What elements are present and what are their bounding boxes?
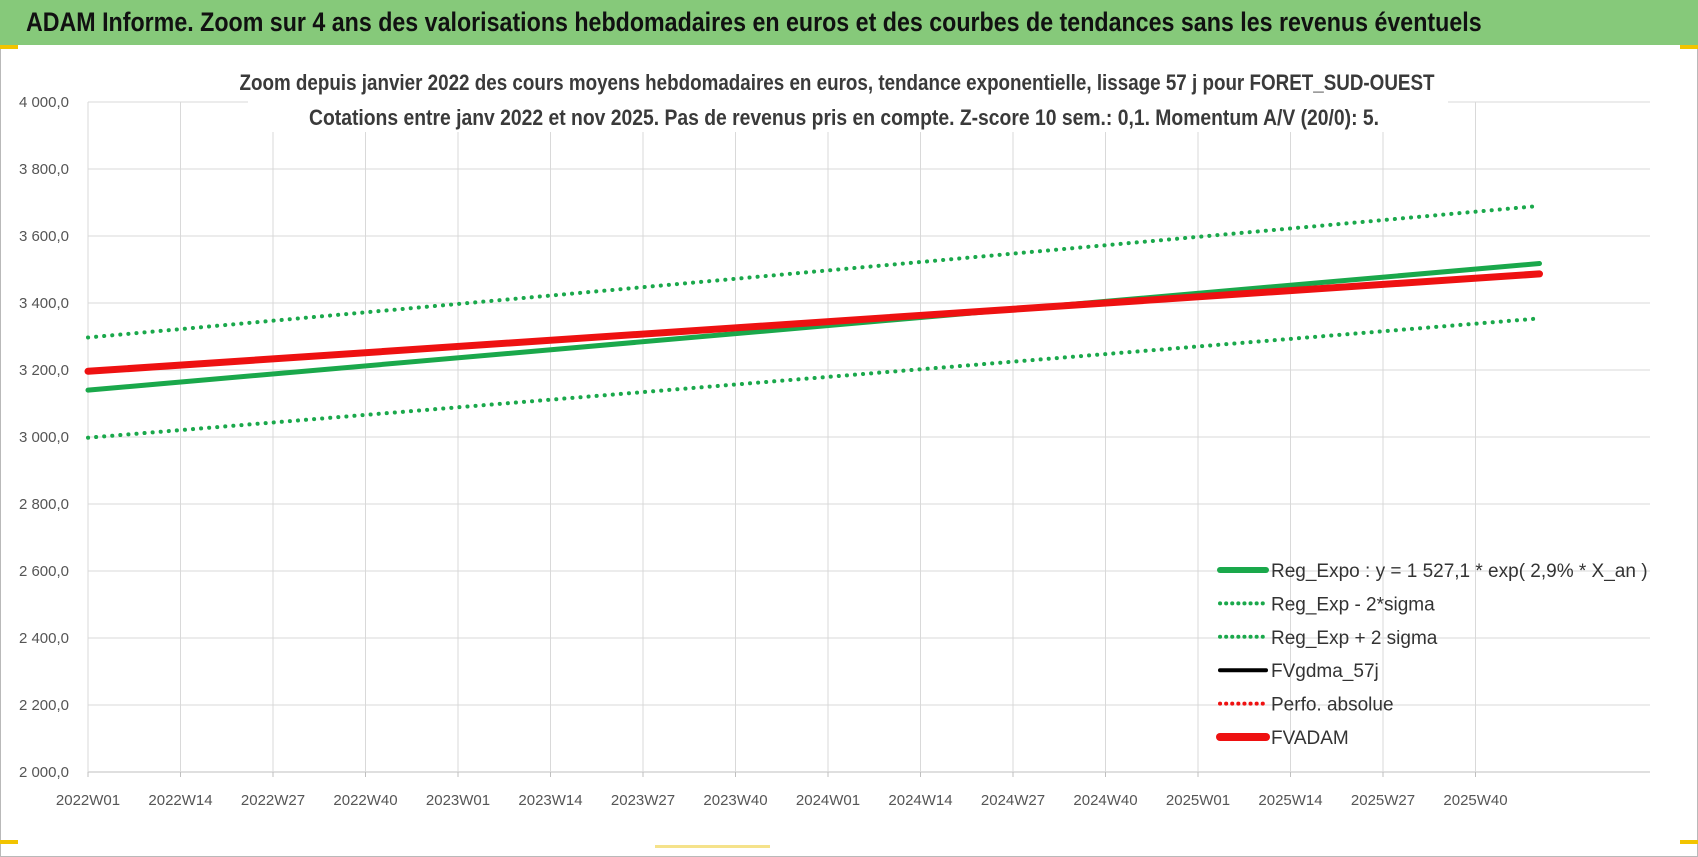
x-tick-label: 2023W27: [611, 792, 675, 809]
x-tick-label: 2025W01: [1166, 792, 1230, 809]
legend-label: Reg_Expo : y = 1 527,1 * exp( 2,9% * X_a…: [1271, 561, 1648, 582]
x-tick-label: 2025W14: [1258, 792, 1322, 809]
corner-accent-bottom-center: [655, 845, 770, 848]
x-tick-label: 2025W27: [1351, 792, 1415, 809]
series-line-0: [85, 261, 1542, 393]
y-tick-label: 2 000,0: [19, 764, 69, 781]
x-tick-label: 2022W40: [333, 792, 397, 809]
x-tick-label: 2022W14: [148, 792, 212, 809]
x-tick-label: 2023W01: [426, 792, 490, 809]
report-header: ADAM Informe. Zoom sur 4 ans des valoris…: [0, 0, 1698, 45]
x-tick-label: 2025W40: [1443, 792, 1507, 809]
series-line-2: [86, 203, 1542, 340]
y-tick-label: 4 000,0: [19, 94, 69, 111]
y-tick-label: 2 800,0: [19, 496, 69, 513]
report-title: ADAM Informe. Zoom sur 4 ans des valoris…: [26, 7, 1482, 37]
y-tick-label: 3 000,0: [19, 429, 69, 446]
legend-label: Reg_Exp + 2 sigma: [1271, 628, 1438, 649]
corner-accent-top-left: [0, 45, 18, 49]
x-tick-label: 2024W40: [1073, 792, 1137, 809]
x-tick-label: 2024W01: [796, 792, 860, 809]
series-line-5: [84, 270, 1543, 375]
legend-label: FVADAM: [1271, 728, 1349, 749]
chart-title-backdrop: [248, 66, 1448, 132]
x-tick-label: 2022W27: [241, 792, 305, 809]
corner-accent-bottom-right: [1680, 840, 1698, 844]
x-tick-label: 2024W14: [888, 792, 952, 809]
chart-subtitle: Cotations entre janv 2022 et nov 2025. P…: [309, 105, 1379, 130]
legend-label: FVgdma_57j: [1271, 661, 1379, 682]
y-tick-label: 2 200,0: [19, 697, 69, 714]
legend-label: Perfo. absolue: [1271, 695, 1394, 716]
x-tick-label: 2023W40: [703, 792, 767, 809]
y-tick-label: 3 200,0: [19, 362, 69, 379]
corner-accent-top-right: [1680, 45, 1698, 49]
legend-label: Reg_Exp - 2*sigma: [1271, 594, 1435, 615]
y-tick-label: 3 600,0: [19, 228, 69, 245]
y-tick-label: 3 800,0: [19, 161, 69, 178]
y-tick-label: 2 600,0: [19, 563, 69, 580]
y-tick-label: 3 400,0: [19, 295, 69, 312]
series-line-1: [86, 316, 1542, 440]
x-tick-label: 2024W27: [981, 792, 1045, 809]
legend: Reg_Expo : y = 1 527,1 * exp( 2,9% * X_a…: [1216, 561, 1648, 749]
x-tick-label: 2023W14: [518, 792, 582, 809]
y-tick-label: 2 400,0: [19, 630, 69, 647]
x-tick-label: 2022W01: [56, 792, 120, 809]
chart-title: Zoom depuis janvier 2022 des cours moyen…: [240, 70, 1435, 95]
corner-accent-bottom-left: [0, 840, 18, 844]
